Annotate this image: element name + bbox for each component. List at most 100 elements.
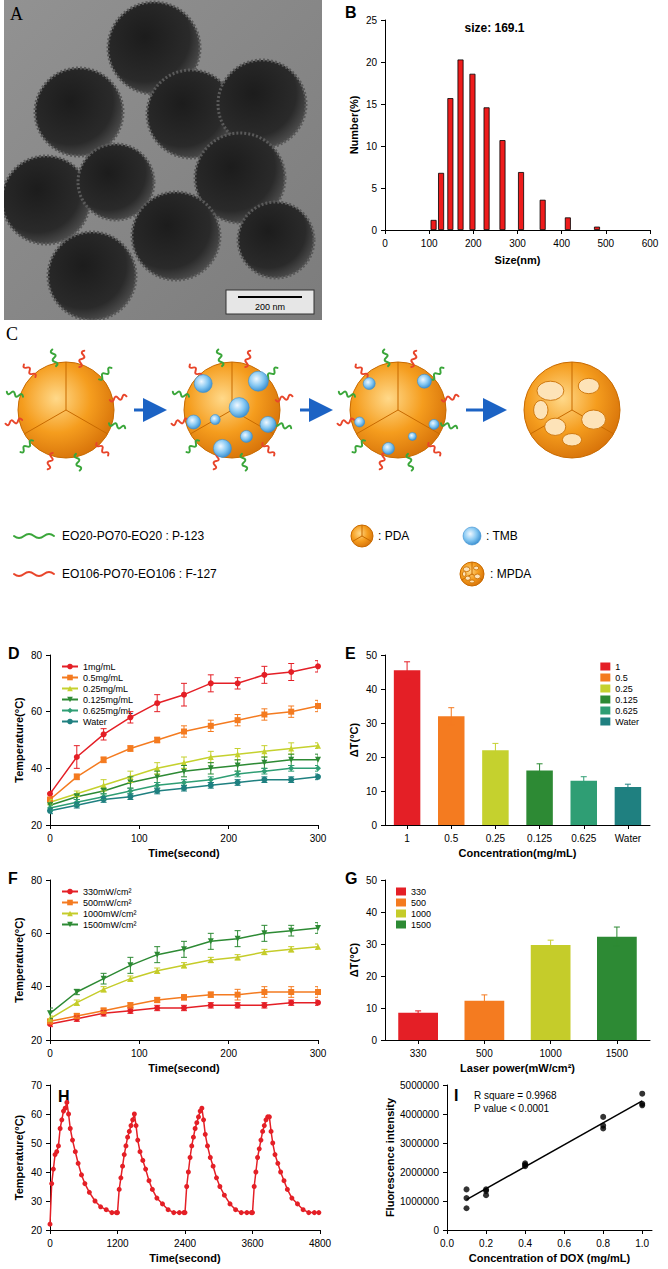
svg-text:0: 0 — [47, 833, 53, 844]
svg-text:300: 300 — [310, 833, 327, 844]
svg-text:300: 300 — [310, 1048, 327, 1059]
svg-text:25: 25 — [366, 15, 378, 26]
svg-text:0: 0 — [433, 1225, 439, 1236]
svg-text:50: 50 — [366, 875, 378, 886]
svg-text:R square = 0.9968: R square = 0.9968 — [474, 1090, 557, 1101]
svg-text:0.0: 0.0 — [440, 1238, 454, 1249]
svg-text:Water: Water — [615, 717, 639, 727]
svg-text:10: 10 — [366, 141, 378, 152]
svg-text:G: G — [345, 870, 357, 887]
svg-text:C: C — [6, 324, 18, 344]
svg-text:Size(nm): Size(nm) — [495, 254, 541, 266]
svg-text:0.625: 0.625 — [615, 706, 638, 716]
svg-text:EO106-PO70-EO106 : F-127: EO106-PO70-EO106 : F-127 — [62, 567, 217, 581]
svg-text:0.25: 0.25 — [615, 684, 633, 694]
svg-text:5: 5 — [371, 183, 377, 194]
svg-text:0.25: 0.25 — [486, 833, 506, 844]
svg-text:ΔT(°C): ΔT(°C) — [348, 943, 360, 978]
svg-text:500: 500 — [411, 898, 426, 908]
svg-text:ΔT(°C): ΔT(°C) — [348, 723, 360, 758]
svg-text:D: D — [8, 645, 20, 662]
svg-text:200 nm: 200 nm — [255, 302, 285, 312]
svg-text:1500: 1500 — [606, 1048, 629, 1059]
svg-text:330: 330 — [410, 1048, 427, 1059]
svg-text:0.8: 0.8 — [596, 1238, 610, 1249]
svg-text:500mW/cm²: 500mW/cm² — [83, 898, 132, 908]
svg-text:4800: 4800 — [309, 1238, 332, 1249]
svg-text:100: 100 — [131, 1048, 148, 1059]
svg-text:500: 500 — [476, 1048, 493, 1059]
svg-text:100: 100 — [421, 238, 438, 249]
svg-text:20: 20 — [366, 971, 378, 982]
svg-text:EO20-PO70-EO20 : P-123: EO20-PO70-EO20 : P-123 — [62, 529, 204, 543]
svg-text:3600: 3600 — [241, 1238, 264, 1249]
svg-text:1mg/mL: 1mg/mL — [83, 662, 116, 672]
svg-text:40: 40 — [31, 1167, 43, 1178]
svg-text:Time(second): Time(second) — [149, 1252, 221, 1264]
svg-text:1500: 1500 — [411, 920, 431, 930]
svg-text:1000000: 1000000 — [400, 1196, 439, 1207]
svg-text:Concentration of DOX (mg/mL): Concentration of DOX (mg/mL) — [469, 1252, 631, 1264]
svg-text:Temperature(°C): Temperature(°C) — [13, 917, 25, 1003]
svg-text:0: 0 — [371, 1035, 377, 1046]
svg-text:30: 30 — [366, 939, 378, 950]
svg-text:200: 200 — [465, 238, 482, 249]
svg-text:Concentration(mg/mL): Concentration(mg/mL) — [459, 847, 577, 859]
svg-text:100: 100 — [131, 833, 148, 844]
svg-text:I: I — [454, 1087, 458, 1104]
svg-text:1000: 1000 — [411, 909, 431, 919]
svg-text:F: F — [8, 870, 18, 887]
svg-text:0.25mg/mL: 0.25mg/mL — [83, 684, 128, 694]
svg-text:0.125mg/mL: 0.125mg/mL — [83, 695, 133, 705]
svg-text:40: 40 — [366, 684, 378, 695]
svg-text:0.5: 0.5 — [444, 833, 458, 844]
svg-text:0: 0 — [371, 225, 377, 236]
svg-text:0.5: 0.5 — [615, 673, 628, 683]
svg-text:200: 200 — [220, 833, 237, 844]
svg-text:0.125: 0.125 — [527, 833, 552, 844]
svg-text:20: 20 — [366, 57, 378, 68]
svg-text:Water: Water — [83, 717, 107, 727]
svg-text:0.5mg/mL: 0.5mg/mL — [83, 673, 123, 683]
svg-text:330: 330 — [411, 887, 426, 897]
svg-text:Fluorescence intensity: Fluorescence intensity — [384, 1097, 396, 1217]
svg-text:20: 20 — [31, 820, 43, 831]
svg-text:Water: Water — [615, 833, 642, 844]
svg-text:80: 80 — [31, 875, 43, 886]
svg-text:20: 20 — [31, 1225, 43, 1236]
svg-text:: TMB: : TMB — [486, 529, 518, 543]
svg-text:size: 169.1: size: 169.1 — [465, 21, 525, 35]
svg-text:Time(second): Time(second) — [148, 1062, 220, 1074]
svg-text:0.625: 0.625 — [571, 833, 596, 844]
svg-text:1: 1 — [615, 662, 620, 672]
svg-text:1000: 1000 — [540, 1048, 563, 1059]
svg-text:70: 70 — [31, 1080, 43, 1091]
svg-text:60: 60 — [31, 1109, 43, 1120]
svg-text:1.0: 1.0 — [635, 1238, 649, 1249]
svg-text:H: H — [58, 1088, 70, 1105]
svg-text:330mW/cm²: 330mW/cm² — [83, 887, 132, 897]
svg-text:Temperature(°C): Temperature(°C) — [13, 1114, 25, 1200]
svg-text:30: 30 — [366, 718, 378, 729]
svg-text:80: 80 — [31, 650, 43, 661]
svg-text:30: 30 — [31, 1196, 43, 1207]
svg-text:E: E — [345, 645, 356, 662]
svg-text:: MPDA: : MPDA — [490, 567, 531, 581]
svg-text:Number(%): Number(%) — [348, 95, 360, 154]
svg-text:10: 10 — [366, 786, 378, 797]
svg-text:0.6: 0.6 — [557, 1238, 571, 1249]
svg-text:0.625mg/mL: 0.625mg/mL — [83, 706, 133, 716]
svg-text:1: 1 — [404, 833, 410, 844]
svg-text:Time(second): Time(second) — [148, 847, 220, 859]
svg-text:20: 20 — [366, 752, 378, 763]
svg-text:0.125: 0.125 — [615, 695, 638, 705]
svg-text:40: 40 — [366, 907, 378, 918]
svg-text:0.2: 0.2 — [479, 1238, 493, 1249]
svg-text:A: A — [10, 4, 23, 24]
svg-text:2400: 2400 — [174, 1238, 197, 1249]
svg-text:1000mW/cm²: 1000mW/cm² — [83, 909, 137, 919]
svg-text:0: 0 — [47, 1048, 53, 1059]
svg-text:B: B — [345, 4, 357, 21]
svg-text:3000000: 3000000 — [400, 1138, 439, 1149]
svg-text:10: 10 — [366, 1003, 378, 1014]
